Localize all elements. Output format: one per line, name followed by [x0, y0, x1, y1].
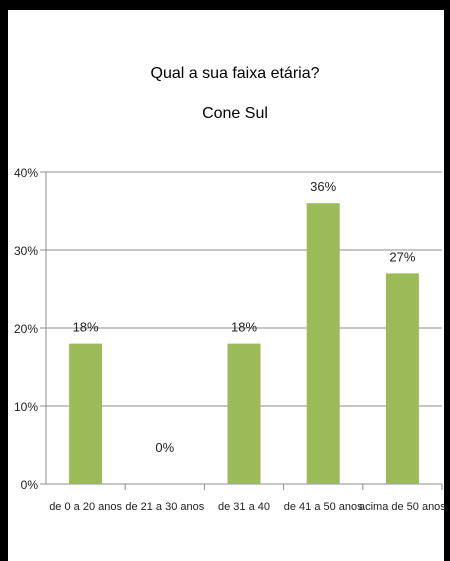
- bar: [69, 343, 103, 484]
- chart-title: Qual a sua faixa etária?: [151, 65, 320, 82]
- x-tick-label: de 0 a 20 anos: [49, 501, 122, 513]
- bars: [69, 203, 419, 484]
- frame-border-top: [0, 0, 450, 10]
- x-tick-label: acima de 50 anos: [359, 501, 446, 513]
- data-label: 36%: [310, 179, 336, 194]
- y-tick-label: 40%: [14, 166, 38, 180]
- x-tick-label: de 21 a 30 anos: [125, 501, 204, 513]
- x-tick-label: de 31 a 40: [218, 501, 270, 513]
- x-tick-label: de 41 a 50 anos: [284, 501, 363, 513]
- data-label: 18%: [231, 320, 257, 335]
- bar: [227, 343, 261, 484]
- y-tick-label: 20%: [14, 322, 38, 336]
- chart-subtitle: Cone Sul: [202, 105, 268, 122]
- y-tick-label: 30%: [14, 244, 38, 258]
- data-label: 0%: [155, 440, 174, 455]
- y-tick-label: 0%: [21, 478, 39, 492]
- frame-border-right: [444, 10, 450, 561]
- data-label: 18%: [73, 320, 99, 335]
- data-label: 27%: [389, 249, 415, 264]
- labels: 0% 10% 20% 30% 40% 18% de 0 a 20 anos 0% de 21 a…: [14, 166, 446, 513]
- y-tick-label: 10%: [14, 400, 38, 414]
- bar: [385, 273, 419, 484]
- bar: [306, 203, 340, 484]
- frame-border-left: [0, 0, 8, 561]
